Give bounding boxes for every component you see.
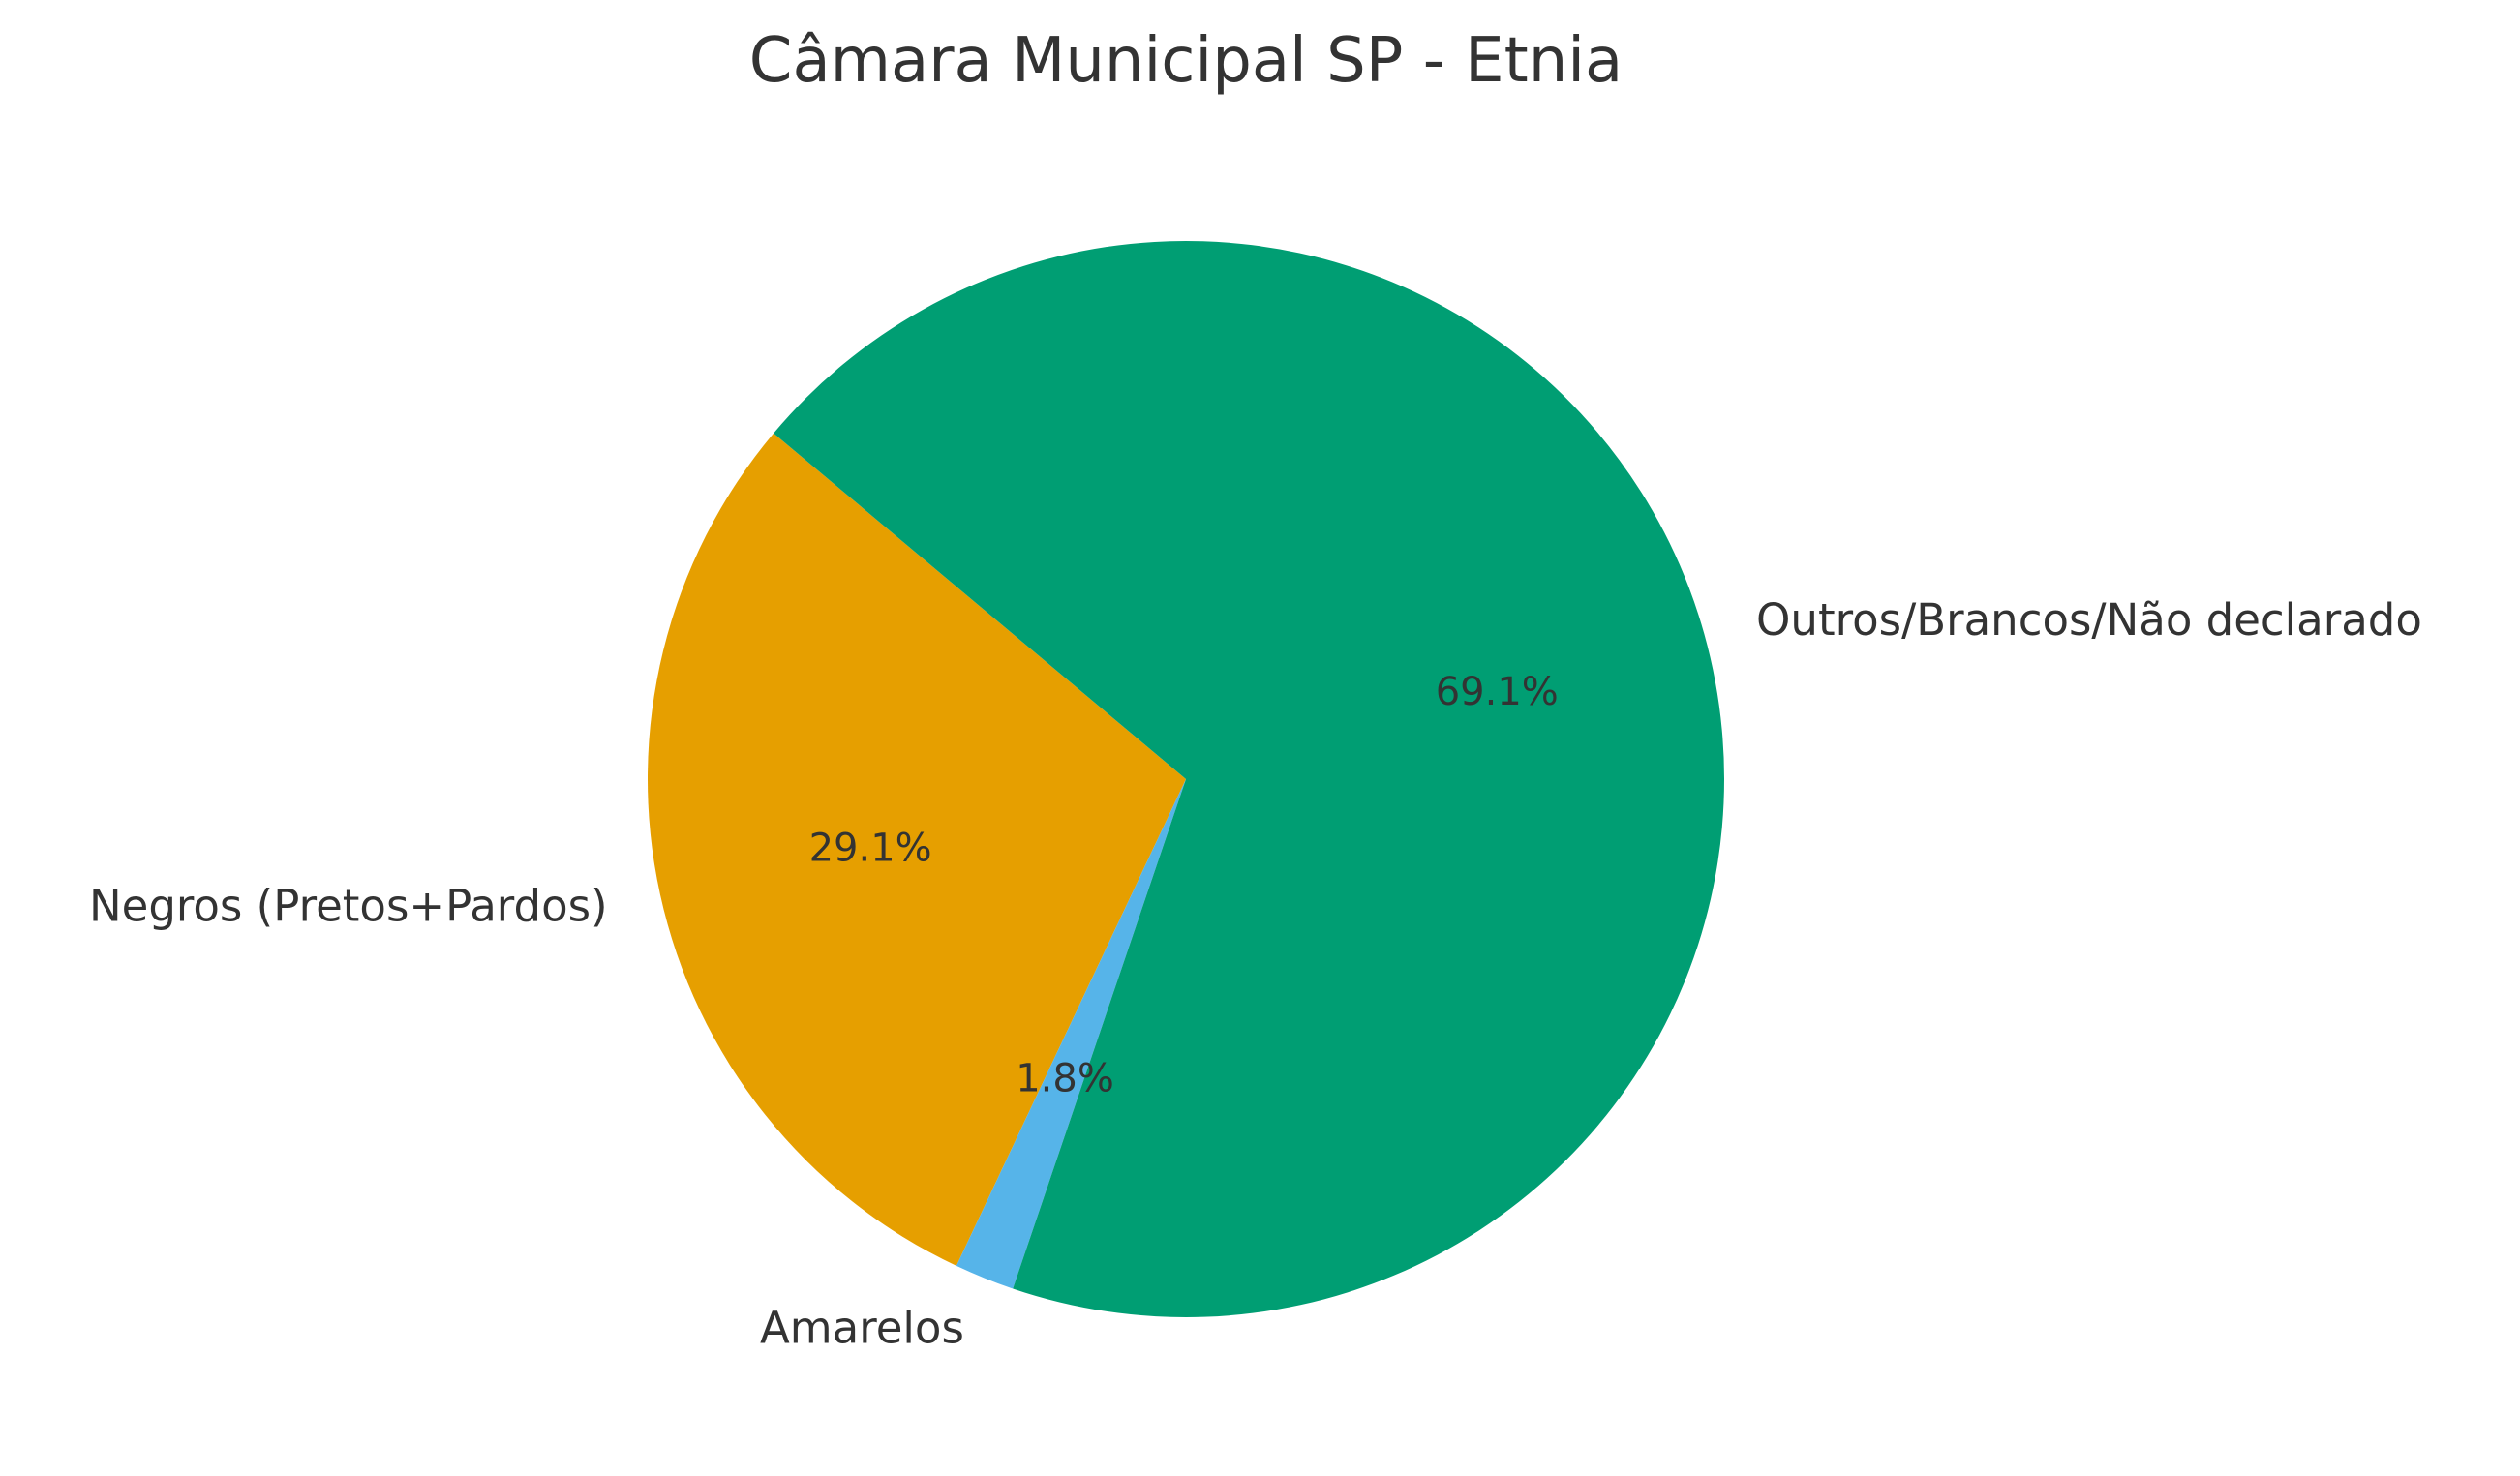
pie-slice	[647, 433, 1186, 1266]
slice-percent-label: 29.1%	[809, 827, 932, 871]
slice-percent-label: 69.1%	[1436, 670, 1559, 714]
pie-slice	[956, 779, 1186, 1289]
chart-title: Câmara Municipal SP - Etnia	[749, 25, 1624, 97]
pie-labels: Negros (Pretos+Pardos) 29.1% Amarelos 1.8% O…	[89, 594, 2422, 1354]
pie-slice	[774, 241, 1724, 1318]
slice-label: Amarelos	[760, 1303, 964, 1354]
slice-label: Outros/Brancos/Não declarado	[1756, 594, 2422, 646]
pie-slices	[647, 241, 1724, 1318]
slice-percent-label: 1.8%	[1016, 1056, 1114, 1100]
slice-label: Negros (Pretos+Pardos)	[89, 881, 608, 932]
